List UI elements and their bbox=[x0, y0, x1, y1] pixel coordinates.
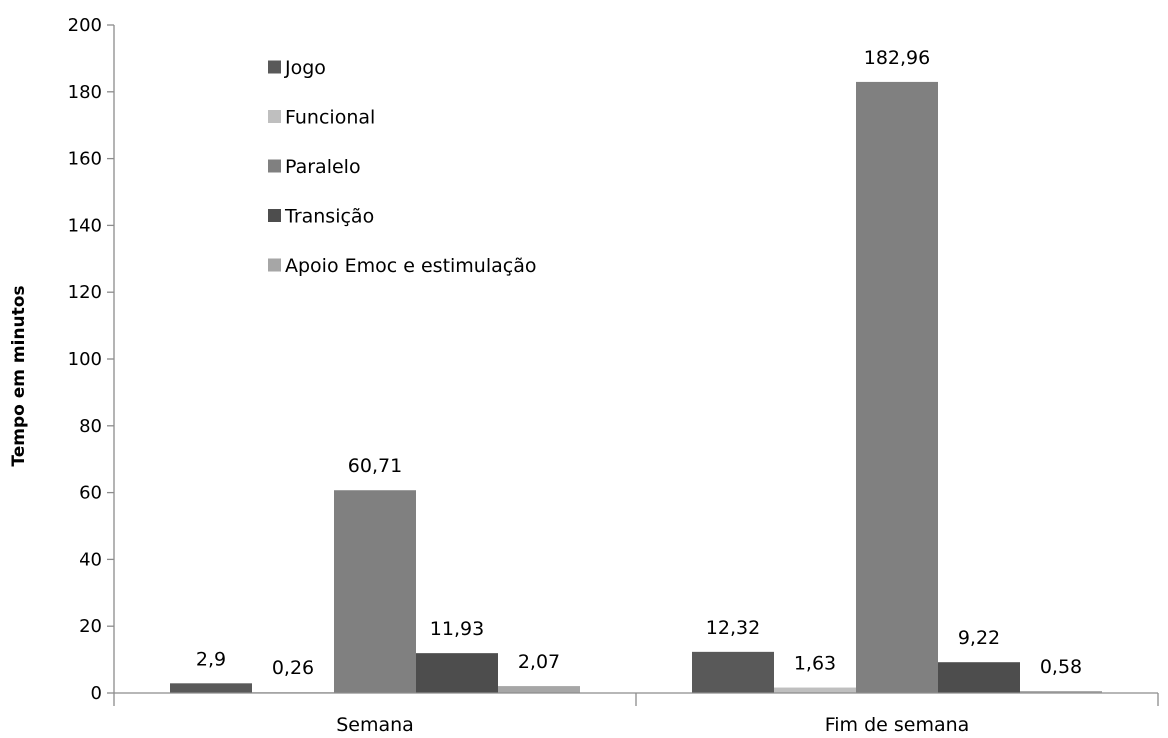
x-axis: Semana Fim de semana bbox=[113, 692, 1159, 736]
data-label: 0,58 bbox=[1040, 656, 1082, 678]
y-tick-label: 40 bbox=[79, 549, 102, 570]
data-label: 182,96 bbox=[864, 47, 930, 69]
y-tick-label: 180 bbox=[68, 82, 102, 103]
bar bbox=[1020, 691, 1102, 693]
legend-label: Transição bbox=[284, 206, 374, 228]
data-label: 12,32 bbox=[706, 617, 760, 639]
bar bbox=[416, 653, 498, 693]
bar bbox=[334, 490, 416, 693]
y-tick-label: 60 bbox=[79, 483, 102, 504]
legend: Jogo Funcional Paralelo Transição Apoio Emoc… bbox=[268, 57, 536, 277]
y-tick-label: 0 bbox=[91, 683, 102, 704]
y-tick-label: 120 bbox=[68, 282, 102, 303]
data-label: 60,71 bbox=[348, 455, 402, 477]
data-label: 9,22 bbox=[958, 627, 1000, 649]
x-category-label: Fim de semana bbox=[825, 714, 970, 736]
data-labels: 2,9 12,32 0,26 1,63 60,71 182,96 11,93 9,22 2,07… bbox=[196, 47, 1082, 679]
y-tick-label: 200 bbox=[68, 15, 102, 36]
legend-label: Paralelo bbox=[285, 156, 361, 178]
y-tick-label: 100 bbox=[68, 349, 102, 370]
bar bbox=[938, 662, 1020, 693]
legend-label: Apoio Emoc e estimulação bbox=[285, 255, 536, 277]
data-label: 2,07 bbox=[518, 651, 560, 673]
y-tick-label: 140 bbox=[68, 215, 102, 236]
data-label: 2,9 bbox=[196, 648, 226, 670]
y-axis-title: Tempo em minutos bbox=[9, 285, 29, 466]
bar bbox=[856, 81, 938, 694]
data-label: 1,63 bbox=[794, 653, 836, 675]
y-tick-label: 160 bbox=[68, 149, 102, 170]
legend-swatch bbox=[268, 159, 281, 173]
legend-swatch bbox=[268, 258, 281, 272]
y-axis: 0 20 40 60 80 100 120 140 160 180 200 bbox=[68, 15, 115, 704]
legend-label: Jogo bbox=[284, 57, 326, 79]
bar bbox=[774, 687, 856, 693]
y-tick-label: 80 bbox=[79, 416, 102, 437]
legend-label: Funcional bbox=[285, 107, 375, 129]
legend-swatch bbox=[268, 110, 281, 123]
y-tick-label: 20 bbox=[79, 616, 102, 637]
x-category-label: Semana bbox=[336, 714, 414, 736]
data-label: 11,93 bbox=[430, 618, 484, 640]
legend-swatch bbox=[268, 209, 281, 222]
bars bbox=[170, 81, 1102, 694]
legend-swatch bbox=[268, 60, 281, 74]
bar bbox=[692, 651, 774, 693]
data-label: 0,26 bbox=[272, 657, 314, 679]
bar bbox=[498, 686, 580, 693]
bar bbox=[170, 683, 252, 693]
